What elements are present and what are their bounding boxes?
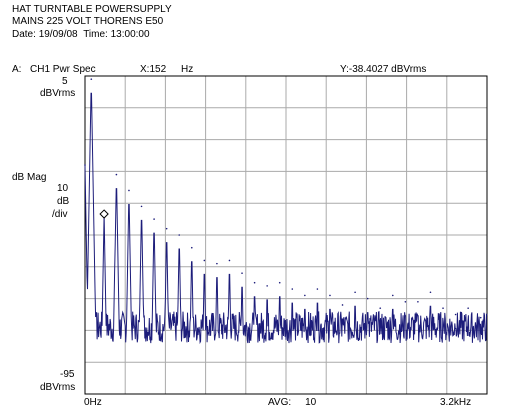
marker-y-value: -38.4027: [348, 64, 389, 75]
y-scale-value: 10: [57, 183, 69, 194]
harmonic-peak-point: [228, 259, 231, 262]
harmonic-peak-point: [329, 294, 331, 297]
trace-label: A:: [12, 64, 22, 75]
marker-y-unit: dBVrms: [391, 64, 427, 75]
marker-x-label: X:: [140, 64, 150, 75]
harmonic-peak-point: [278, 281, 281, 284]
harmonic-peak-point: [253, 281, 256, 284]
harmonic-peak-point: [266, 285, 268, 287]
harmonic-peak-point: [429, 291, 432, 294]
y-top-unit: dBVrms: [40, 88, 76, 99]
marker-y-label: Y:: [340, 64, 349, 75]
y-bottom-unit: dBVrms: [40, 382, 76, 393]
harmonic-peak-point: [417, 300, 419, 303]
harmonic-peak-point: [203, 259, 206, 262]
harmonic-peak-point: [366, 297, 369, 300]
date-time: Date: 19/09/08 Time: 13:00:00: [12, 29, 150, 41]
harmonic-peak-point: [140, 205, 143, 208]
harmonic-peak-point: [442, 307, 444, 309]
chart-subtitle: MAINS 225 VOLT THORENS E50: [12, 16, 164, 27]
harmonic-peak-point: [190, 246, 193, 249]
measurement-label: CH1 Pwr Spec: [30, 64, 96, 75]
harmonic-peak-point: [291, 288, 294, 290]
time-value: 13:00:00: [110, 29, 150, 40]
harmonic-peak-point: [128, 189, 130, 192]
harmonic-peak-point: [84, 164, 86, 166]
harmonic-peak-point: [216, 262, 218, 265]
y-scale-per-div: /div: [52, 209, 68, 220]
x-start-label: 0Hz: [84, 397, 102, 408]
y-axis-label: dB Mag: [12, 172, 47, 183]
harmonic-peak-point: [153, 218, 155, 220]
date-value: 19/09/08: [38, 29, 78, 40]
avg-label: AVG:: [268, 397, 292, 408]
harmonic-peak-point: [379, 307, 382, 309]
plot-frame: [84, 75, 488, 395]
avg-readout: AVG: 10: [268, 397, 316, 409]
harmonic-peak-point: [241, 272, 243, 274]
chart-title: HAT TURNTABLE POWERSUPPLY: [12, 4, 172, 15]
marker-x-value: 152: [149, 64, 167, 75]
harmonic-peak-point: [165, 227, 168, 230]
harmonic-peak-point: [304, 294, 306, 297]
y-top-value: 5: [62, 76, 68, 87]
spectrum-trace: [84, 92, 488, 345]
y-scale-unit: dB: [57, 196, 70, 207]
harmonic-peak-point: [316, 288, 319, 290]
x-end-label: 3.2kHz: [440, 397, 472, 408]
marker-diamond: [99, 209, 109, 219]
harmonic-peak-point: [479, 316, 482, 319]
time-label: Time:: [83, 29, 108, 40]
marker-x-readout: X:152: [140, 64, 166, 76]
avg-value: 10: [305, 397, 317, 408]
harmonic-peak-point: [341, 304, 344, 306]
harmonic-peak-point: [354, 291, 356, 294]
date-label: Date:: [12, 29, 36, 40]
harmonic-peak-point: [90, 78, 93, 80]
harmonic-peak-point: [467, 307, 469, 309]
harmonic-peak-point: [404, 300, 407, 303]
harmonic-peak-point: [115, 173, 118, 176]
y-bottom-value: -95: [60, 369, 75, 380]
marker-y-readout: Y:-38.4027 dBVrms: [340, 64, 426, 76]
harmonic-peak-point: [454, 313, 457, 316]
marker-x-unit: Hz: [181, 64, 194, 75]
harmonic-peak-point: [178, 234, 181, 236]
harmonic-peak-point: [391, 294, 394, 297]
